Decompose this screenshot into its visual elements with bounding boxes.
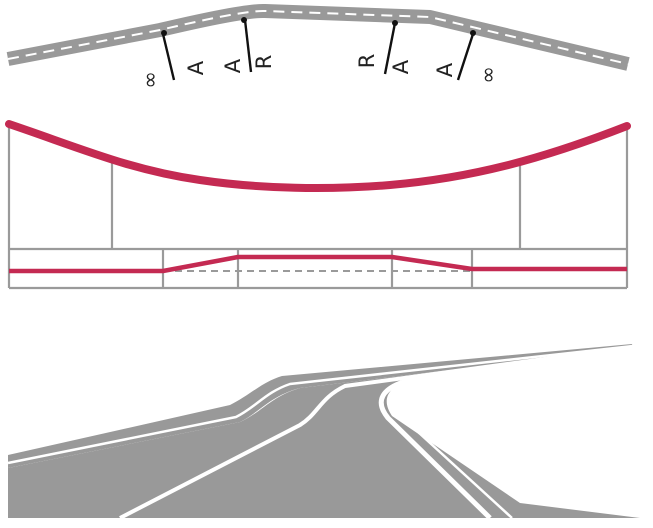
marker-label: A xyxy=(433,62,457,77)
transition-marker-1: ∞ A xyxy=(138,30,208,89)
road-perspective-icon xyxy=(7,344,640,520)
marker-label: A xyxy=(221,58,245,73)
curvature-curve xyxy=(5,120,631,192)
road-edge-right xyxy=(397,348,634,519)
transition-marker-4: A ∞ xyxy=(433,30,500,84)
transition-marker-2: A R xyxy=(221,17,276,73)
plan-view: ∞ A A R R A A ∞ xyxy=(6,3,630,89)
marker-dot xyxy=(392,20,398,26)
marker-dot xyxy=(241,17,247,23)
lane-divider-left xyxy=(7,344,634,465)
marker-label: ∞ xyxy=(476,66,500,84)
road-left-shoulder xyxy=(8,344,633,468)
marker-label: A xyxy=(184,60,208,75)
profile-view xyxy=(5,120,631,290)
marker-label: R xyxy=(252,55,276,70)
curvature-diagram xyxy=(9,254,627,274)
marker-line xyxy=(161,33,176,81)
marker-dot xyxy=(470,30,476,36)
road-centerline-plan xyxy=(7,9,629,65)
road-band-plan xyxy=(6,3,630,71)
transition-marker-3: R A xyxy=(355,20,413,75)
marker-line xyxy=(383,22,397,75)
lane-divider-right xyxy=(378,346,634,520)
road-surface xyxy=(8,348,640,518)
marker-label: A xyxy=(389,59,413,74)
marker-dot xyxy=(161,30,167,36)
profile-frame xyxy=(7,124,629,290)
marker-label: ∞ xyxy=(138,71,162,89)
lane-divider-center xyxy=(119,345,634,520)
marker-label: R xyxy=(355,54,379,69)
marker-line xyxy=(243,19,253,73)
marker-line xyxy=(456,33,475,81)
